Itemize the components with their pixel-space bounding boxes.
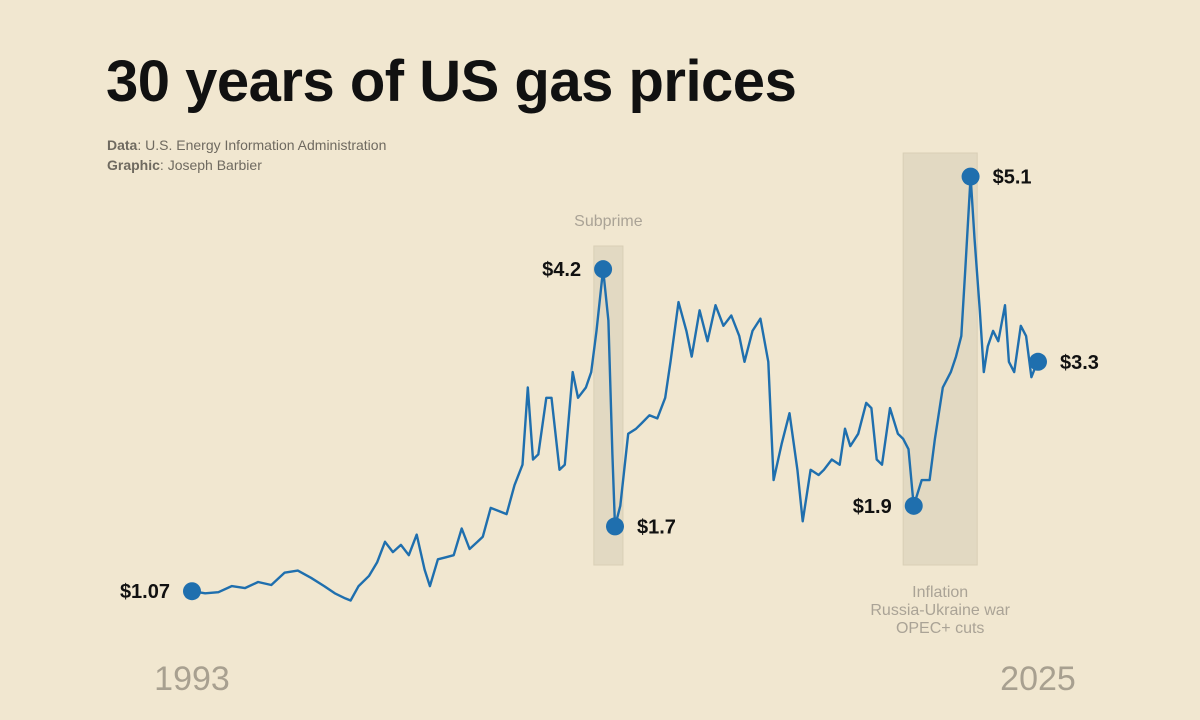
credit-graphic-label: Graphic <box>107 157 160 173</box>
highlight-point-label: $3.3 <box>1060 352 1099 374</box>
highlight-point-label: $4.2 <box>542 259 581 281</box>
credit-data-source: Data: U.S. Energy Information Administra… <box>107 137 387 153</box>
shaded-period-label: Inflation <box>912 584 968 601</box>
credit-graphic-author: Graphic: Joseph Barbier <box>107 157 262 173</box>
credit-graphic-value: Joseph Barbier <box>167 157 262 173</box>
highlight-point <box>961 167 980 186</box>
highlight-point <box>183 582 201 601</box>
shaded-period-label: Russia-Ukraine war <box>870 602 1010 619</box>
highlight-point <box>1029 352 1047 371</box>
highlight-point-label: $5.1 <box>993 167 1032 189</box>
x-tick-label: 1993 <box>154 660 230 698</box>
highlight-point <box>904 496 923 515</box>
highlight-point <box>606 517 624 536</box>
credit-data-label: Data <box>107 137 138 153</box>
shaded-period-label: OPEC+ cuts <box>896 620 984 637</box>
chart-title: 30 years of US gas prices <box>106 49 797 114</box>
series-line-0 <box>190 175 1040 602</box>
highlight-points: $1.07 $4.2 $1.7 $1.9 $5.1 $3.3 <box>120 167 1099 604</box>
x-axis-labels: 1993 2025 <box>154 660 1076 698</box>
highlight-point <box>594 260 613 279</box>
highlight-point-label: $1.07 <box>120 581 170 603</box>
series-layer <box>190 175 1040 602</box>
credit-data-value: U.S. Energy Information Administration <box>145 137 387 153</box>
highlight-point-label: $1.9 <box>853 496 892 518</box>
highlight-point-label: $1.7 <box>637 516 676 538</box>
x-tick-label: 2025 <box>1000 660 1076 698</box>
shaded-period-label: Subprime <box>574 213 643 230</box>
